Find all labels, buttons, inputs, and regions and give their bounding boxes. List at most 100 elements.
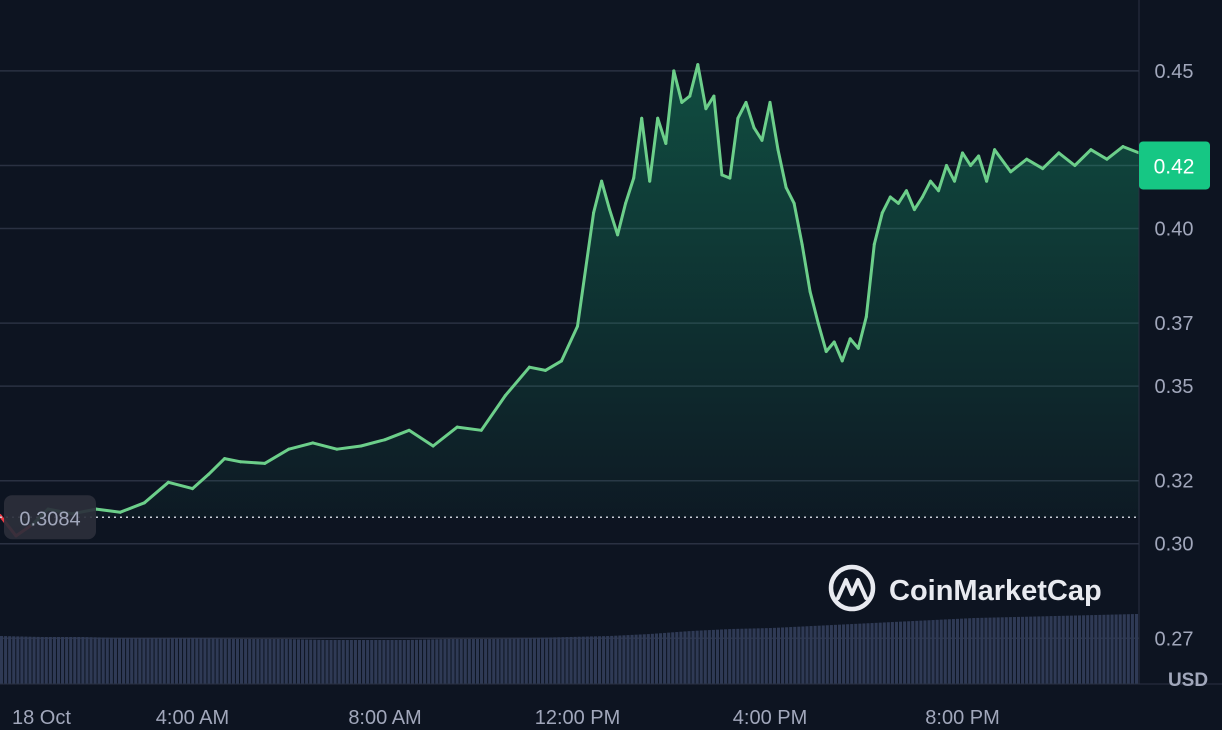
volume-bar — [658, 633, 663, 684]
volume-bar — [117, 637, 122, 684]
volume-bar — [597, 636, 602, 684]
volume-bar — [833, 624, 837, 684]
y-axis-ticks: 0.27 0.30 0.32 0.35 0.37 0.40 0.42 0.45 — [1155, 61, 1194, 650]
volume-bar — [740, 628, 744, 684]
volume-bar — [435, 639, 439, 684]
volume-bar — [549, 637, 553, 684]
price-line-segment — [792, 201, 804, 246]
price-line-segment — [479, 394, 507, 432]
volume-bar — [199, 638, 203, 684]
y-tick-label: 0.37 — [1155, 313, 1194, 335]
price-line-segment — [888, 195, 900, 205]
volume-bar — [504, 638, 508, 684]
price-line-segment — [945, 164, 956, 183]
volume-bar — [935, 619, 939, 684]
volume-bar — [728, 629, 732, 684]
volume-bar — [581, 636, 585, 684]
volume-bar — [341, 640, 345, 684]
volume-bar — [89, 637, 93, 684]
price-line-segment — [704, 94, 716, 111]
volume-bar — [776, 627, 781, 684]
volume-bar — [532, 637, 536, 684]
volume-bar — [720, 629, 724, 684]
volume-bar — [691, 630, 695, 684]
volume-bar — [976, 617, 980, 684]
price-line-segment — [993, 148, 1013, 174]
volume-bar — [272, 639, 276, 684]
volume-bar — [622, 635, 626, 684]
volume-bar — [1000, 617, 1004, 684]
volume-bar — [931, 620, 935, 684]
volume-bar — [386, 640, 390, 684]
volume-bar — [1090, 615, 1094, 684]
volume-bar — [593, 636, 597, 684]
volume-bar — [569, 636, 573, 684]
volume-bar — [394, 640, 398, 684]
volume-bar — [451, 639, 455, 684]
volume-bar — [439, 639, 443, 684]
volume-bar — [382, 640, 386, 684]
price-line-segment — [688, 63, 700, 98]
volume-bar — [431, 639, 435, 684]
y-tick-label: 0.40 — [1155, 219, 1194, 241]
volume-bar — [781, 627, 785, 684]
volume-bar — [162, 638, 166, 684]
volume-bar — [313, 639, 317, 684]
volume-bar — [793, 626, 797, 684]
volume-bar — [894, 621, 898, 684]
price-line-segment — [407, 428, 435, 448]
price-line-segment — [383, 428, 411, 442]
volume-bar — [353, 640, 357, 684]
volume-bar — [305, 639, 309, 684]
volume-bar — [1134, 614, 1138, 684]
volume-bar — [1049, 616, 1053, 684]
volume-bar — [268, 639, 272, 684]
volume-bar — [410, 639, 414, 684]
volume-bar — [122, 638, 126, 684]
price-line-segment — [680, 94, 692, 104]
price-line-segment — [768, 100, 780, 152]
volume-bar — [65, 637, 69, 684]
volume-bar — [166, 638, 170, 684]
volume-bar — [109, 637, 113, 684]
volume-bar — [150, 638, 154, 684]
volume-bar — [374, 640, 378, 684]
volume-bar — [1069, 615, 1073, 684]
volume-bar — [154, 638, 158, 684]
volume-bar — [951, 619, 955, 684]
volume-bar — [955, 618, 960, 684]
volume-bar — [345, 640, 349, 684]
volume-bar — [1029, 616, 1033, 684]
volume-bar — [244, 639, 248, 684]
volume-bar — [744, 628, 748, 684]
volume-bar — [789, 627, 793, 684]
volume-bar — [1118, 614, 1122, 684]
volume-bar — [1082, 615, 1086, 684]
price-line-segment — [1025, 157, 1045, 171]
volume-bar — [398, 640, 402, 684]
price-line-segment — [961, 151, 973, 167]
price-line-segment — [287, 441, 315, 451]
volume-bar — [252, 639, 256, 684]
volume-bar — [484, 639, 488, 684]
volume-bar — [81, 637, 85, 684]
price-line-segment — [1041, 151, 1061, 171]
y-tick-label: 0.45 — [1155, 61, 1194, 83]
price-line-segment — [929, 179, 940, 193]
volume-bar — [785, 627, 789, 684]
volume-bar — [16, 636, 20, 684]
price-line-segment — [896, 189, 908, 205]
volume-bar — [817, 625, 821, 684]
price-line-segment — [744, 100, 756, 130]
price-line-segment — [543, 359, 563, 372]
volume-bar — [1094, 615, 1098, 684]
price-line-segment — [784, 186, 796, 205]
volume-bar — [874, 622, 878, 684]
price-line-segment — [912, 195, 924, 212]
volume-bar — [235, 638, 240, 684]
volume-bar — [882, 622, 886, 684]
baseline-label: 0.3084 — [4, 495, 96, 540]
volume-bar — [301, 639, 305, 684]
